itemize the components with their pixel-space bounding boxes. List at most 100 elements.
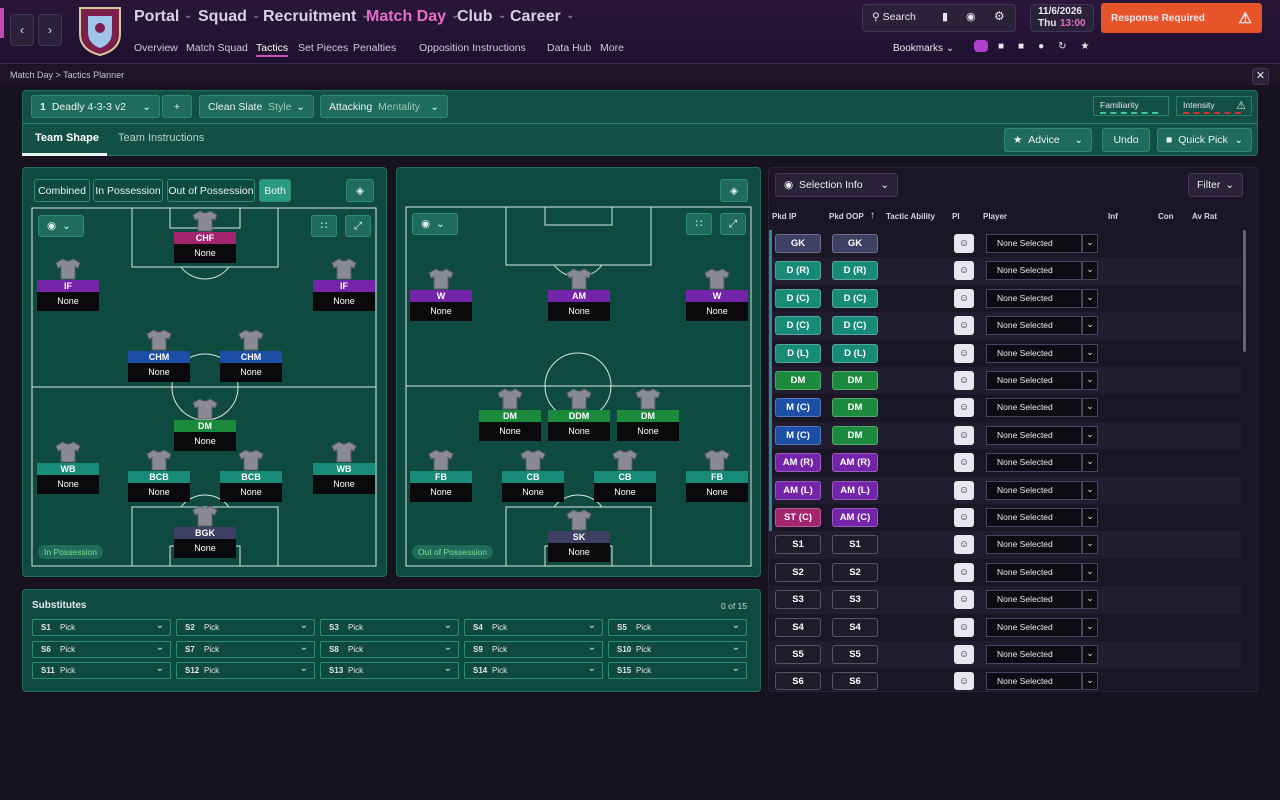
player-slot[interactable]: None [128,483,190,502]
selection-info[interactable]: ◉ Selection Info ⌄ [775,173,898,197]
column-header[interactable]: Pkd IP [772,212,797,221]
player-slot[interactable]: None [686,302,748,321]
sub-select[interactable]: S2 Pick ⌄ [176,619,315,636]
sub-select[interactable]: S12 Pick ⌄ [176,662,315,679]
tab[interactable]: Team Instructions [118,132,205,144]
player-select[interactable]: None Selected [986,288,1082,308]
sub-select[interactable]: S3 Pick ⌄ [320,619,459,636]
player-select[interactable]: None Selected [986,617,1082,637]
nav-item[interactable]: Squad [198,8,247,25]
role-badge[interactable]: CHM [220,351,282,363]
role-badge[interactable]: FB [686,471,748,483]
nav-item[interactable]: Portal [134,8,180,25]
select-arrow[interactable]: ⌄ [1082,617,1098,637]
position-pill[interactable]: D (L) [775,343,821,363]
settings-icon[interactable]: ⚙ [994,9,1005,23]
role-badge[interactable]: IF [37,280,99,292]
action-button[interactable]: ■ Quick Pick ⌄ [1157,128,1252,152]
role-badge[interactable]: BGK [174,527,236,539]
role-badge[interactable]: BCB [128,471,190,483]
role-badge[interactable]: WB [313,463,375,475]
position-pill[interactable]: AM (R) [832,453,878,473]
role-badge[interactable]: CB [502,471,564,483]
position-pill[interactable]: D (C) [832,316,878,336]
select-arrow[interactable]: ⌄ [1082,371,1098,390]
player-select[interactable]: None Selected [986,480,1082,500]
search-button[interactable]: ⚲ Search [872,11,916,23]
position-pill[interactable]: D (C) [775,316,821,336]
pi-button[interactable]: ☺ [954,508,974,527]
player-slot[interactable]: None [174,432,236,451]
sub-nav-item[interactable]: Tactics [256,42,289,57]
sub-nav-item[interactable]: Opposition Instructions [419,42,526,54]
position-pill[interactable]: S1 [775,535,821,555]
sub-nav-item[interactable]: More [600,42,624,54]
pi-button[interactable]: ☺ [954,617,974,637]
add-tactic[interactable]: + [162,95,192,118]
player-slot[interactable]: None [37,475,99,494]
pi-button[interactable]: ☺ [954,371,974,390]
sub-nav-item[interactable]: Match Squad [186,42,248,54]
position-pill[interactable]: S3 [775,590,821,610]
column-header[interactable]: Tactic Ability [886,212,935,221]
sub-select[interactable]: S15 Pick ⌄ [608,662,747,679]
position-pill[interactable]: S1 [832,535,878,555]
player-slot[interactable]: None [220,363,282,382]
pi-button[interactable]: ☺ [954,645,974,664]
sub-select[interactable]: S10 Pick ⌄ [608,640,747,658]
pi-button[interactable]: ☺ [954,535,974,555]
select-arrow[interactable]: ⌄ [1082,288,1098,308]
player-select[interactable]: None Selected [986,425,1082,445]
pi-button[interactable]: ☺ [954,590,974,610]
column-header[interactable]: Inf [1108,212,1118,221]
player-select[interactable]: None Selected [986,562,1082,582]
position-pill[interactable]: DM [832,371,878,390]
player-select[interactable]: None Selected [986,234,1082,253]
role-badge[interactable]: IF [313,280,375,292]
position-pill[interactable]: AM (L) [832,480,878,500]
player-select[interactable]: None Selected [986,535,1082,555]
position-pill[interactable]: M (C) [775,425,821,445]
player-slot[interactable]: None [410,483,472,502]
tool-button[interactable]: ∷ [311,215,337,237]
position-pill[interactable]: D (R) [832,261,878,281]
icon[interactable]: ◉ [966,11,976,23]
role-badge[interactable]: DDM [548,410,610,422]
pi-button[interactable]: ☺ [954,398,974,418]
pi-button[interactable]: ☺ [954,288,974,308]
sub-nav-item[interactable]: Set Pieces [298,42,349,54]
settings-button[interactable]: ◈ [346,179,374,202]
sub-select[interactable]: S4 Pick ⌄ [464,619,603,636]
column-header[interactable]: Pkd OOP [829,212,864,221]
pi-button[interactable]: ☺ [954,562,974,582]
role-badge[interactable]: CB [594,471,656,483]
position-pill[interactable]: M (C) [775,398,821,418]
nav-item[interactable]: Recruitment [263,8,357,25]
player-slot[interactable]: None [128,363,190,382]
player-slot[interactable]: None [479,422,541,441]
position-pill[interactable]: S2 [775,562,821,582]
player-slot[interactable]: None [174,244,236,263]
player-slot[interactable]: None [617,422,679,441]
position-pill[interactable]: S6 [832,672,878,690]
select-arrow[interactable]: ⌄ [1082,343,1098,363]
sub-nav-item[interactable]: Overview [134,42,178,54]
position-pill[interactable]: S4 [775,617,821,637]
phase-toggle[interactable]: In Possession [93,179,163,202]
position-pill[interactable]: D (C) [775,288,821,308]
player-slot[interactable]: None [313,292,375,311]
sub-select[interactable]: S1 Pick ⌄ [32,619,171,636]
player-slot[interactable]: None [174,539,236,558]
player-select[interactable]: None Selected [986,453,1082,473]
select-arrow[interactable]: ⌄ [1082,425,1098,445]
role-badge[interactable]: AM [548,290,610,302]
role-badge[interactable]: W [686,290,748,302]
player-select[interactable]: None Selected [986,672,1082,690]
crumb[interactable]: Match Day [10,70,54,80]
close-button[interactable]: ✕ [1252,68,1269,85]
shortcut-icons[interactable]: ■■●↻★ [998,41,1104,52]
role-badge[interactable]: DM [617,410,679,422]
alert-button[interactable]: Response Required ⚠ [1101,3,1262,33]
pi-button[interactable]: ☺ [954,425,974,445]
position-pill[interactable]: D (L) [832,343,878,363]
